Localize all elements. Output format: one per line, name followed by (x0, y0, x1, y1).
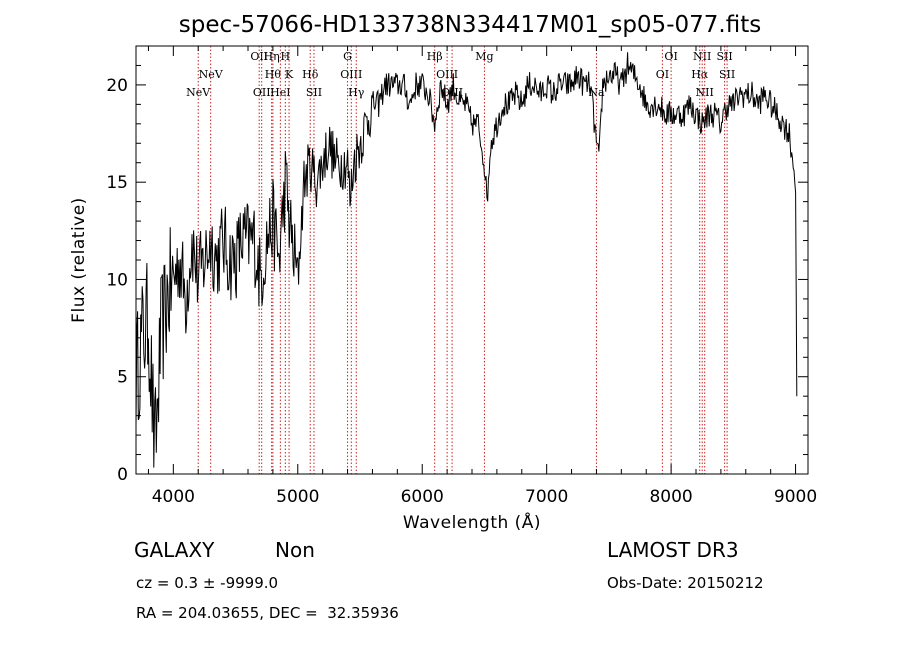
y-tick-label: 15 (106, 173, 128, 193)
y-tick-label: 20 (106, 76, 128, 96)
object-class: GALAXY (134, 538, 215, 562)
marker-label: Hβ (427, 50, 443, 63)
marker-label: G (343, 50, 352, 63)
marker-label: Hθ (265, 68, 282, 81)
marker-label: NeV (199, 68, 224, 81)
marker-label: OIII (436, 68, 458, 81)
marker-label: OI (664, 50, 677, 63)
survey-name: LAMOST DR3 (607, 538, 739, 562)
chart-title: spec-57066-HD133738N334417M01_sp05-077.f… (179, 12, 761, 38)
marker-label: SII (719, 68, 735, 81)
coordinates-readout: RA = 204.03655, DEC = 32.35936 (136, 604, 399, 622)
x-tick-label: 6000 (401, 487, 444, 507)
x-tick-label: 5000 (276, 487, 319, 507)
marker-label: K (285, 68, 294, 81)
observation-date: Obs-Date: 20150212 (607, 574, 764, 592)
marker-label: OII (250, 50, 268, 63)
x-tick-label: 7000 (525, 487, 568, 507)
marker-label: Hη (264, 50, 280, 63)
marker-label: HeI (270, 86, 290, 99)
marker-label: SII (306, 86, 322, 99)
y-tick-label: 5 (117, 368, 128, 388)
x-tick-label: 4000 (152, 487, 195, 507)
marker-label: H (281, 50, 291, 63)
y-axis-ticks: 0 5 10 15 20 (106, 45, 808, 485)
object-subclass: Non (275, 538, 315, 562)
marker-label: NeV (186, 86, 211, 99)
marker-label: NII (696, 86, 714, 99)
spectrum-series (135, 52, 798, 468)
x-axis-label: Wavelength (Å) (403, 511, 541, 533)
y-tick-label: 10 (106, 270, 128, 290)
marker-label: Hδ (302, 68, 319, 81)
x-tick-label: 9000 (774, 487, 817, 507)
redshift-readout: cz = 0.3 ± -9999.0 (136, 574, 279, 592)
marker-label: Hα (691, 68, 709, 81)
marker-label: SII (717, 50, 733, 63)
spectrum-line (135, 52, 798, 468)
marker-label: OI (656, 68, 669, 81)
y-tick-label: 0 (117, 465, 128, 485)
marker-label: Hγ (348, 86, 365, 99)
marker-label: OIII (340, 68, 362, 81)
marker-label: Mg (475, 50, 493, 63)
marker-label: OII (253, 86, 271, 99)
x-tick-label: 8000 (649, 487, 692, 507)
marker-label: NII (693, 50, 711, 63)
y-axis-label: Flux (relative) (69, 197, 89, 323)
x-axis-ticks: 4000 5000 6000 7000 8000 9000 (147, 46, 817, 507)
